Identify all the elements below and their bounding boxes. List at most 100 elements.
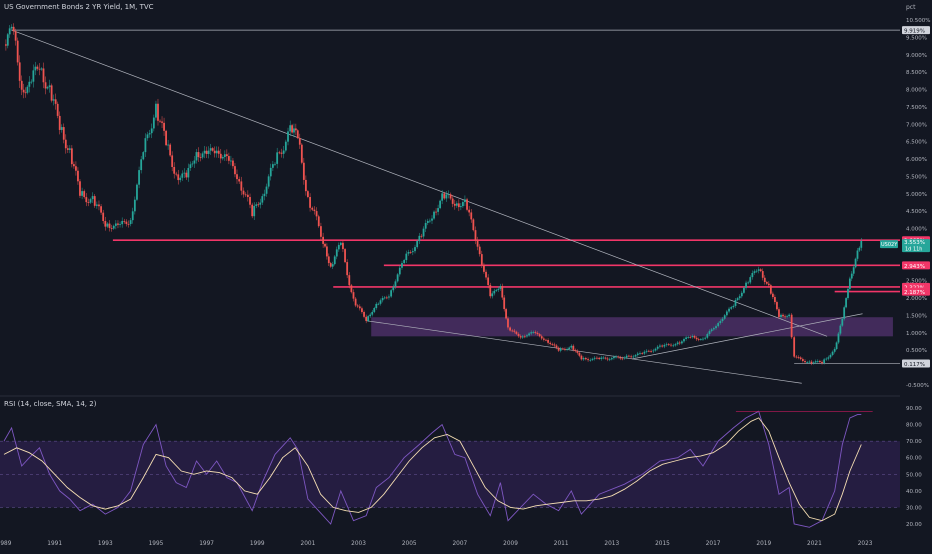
- candle-body: [98, 204, 100, 207]
- candle-body: [327, 256, 330, 264]
- candle-body: [455, 203, 458, 206]
- candle-body: [95, 204, 98, 206]
- candle-body: [87, 202, 90, 203]
- trendline-up: [632, 313, 863, 360]
- candle-body: [428, 220, 431, 222]
- rsi-line: [3, 410, 862, 528]
- candle-body: [291, 125, 293, 133]
- candle-body: [674, 344, 677, 346]
- candle-body: [521, 336, 524, 338]
- candle-body: [375, 303, 378, 308]
- candle-body: [472, 219, 475, 231]
- candle-body: [619, 357, 622, 359]
- candle-body: [267, 176, 270, 187]
- candle-body: [211, 148, 214, 151]
- candle-body: [255, 204, 258, 206]
- candle-body: [654, 348, 657, 351]
- candle-body: [534, 332, 537, 333]
- candle-body: [553, 344, 556, 346]
- time-tick-label: 2023: [858, 541, 873, 547]
- candle-body: [819, 361, 821, 362]
- candle-body: [765, 281, 768, 284]
- candle-body: [181, 173, 184, 178]
- candle-body: [175, 173, 178, 175]
- candle-body: [369, 314, 372, 317]
- candle-body: [728, 308, 730, 312]
- candle-body: [195, 152, 198, 161]
- candle-body: [367, 316, 370, 321]
- candle-body: [580, 355, 583, 360]
- candle-body: [331, 264, 334, 267]
- candle-body: [333, 256, 336, 265]
- candle-body: [497, 288, 500, 290]
- candle-body: [816, 361, 819, 362]
- candle-body: [426, 220, 429, 223]
- candle-body: [56, 103, 59, 116]
- candle-body: [650, 350, 652, 352]
- candle-body: [776, 302, 778, 310]
- candle-body: [358, 306, 361, 309]
- candle-body: [163, 122, 165, 131]
- current-price-countdown: 1d 11h: [905, 247, 922, 253]
- candle-body: [687, 336, 690, 338]
- candle-body: [230, 160, 232, 162]
- time-tick-label: 1991: [47, 541, 62, 547]
- candle-body: [568, 347, 571, 350]
- candle-body: [282, 150, 285, 154]
- candle-body: [643, 351, 646, 354]
- candle-body: [858, 247, 861, 251]
- candle-body: [511, 330, 514, 332]
- candle-body: [356, 305, 359, 307]
- candle-body: [732, 305, 735, 308]
- candle-body: [509, 327, 511, 331]
- candle-body: [352, 292, 355, 299]
- candle-body: [197, 152, 200, 158]
- time-tick-label: 2011: [554, 541, 569, 547]
- candle-body: [678, 342, 681, 344]
- candle-body: [350, 285, 353, 293]
- candle-body: [551, 343, 554, 345]
- candle-body: [34, 66, 37, 71]
- candle-body: [173, 167, 176, 174]
- candle-body: [100, 206, 102, 213]
- candle-body: [445, 194, 448, 199]
- rsi-tick-label: 40.00: [906, 489, 922, 495]
- candle-body: [621, 358, 624, 360]
- candle-body: [699, 339, 702, 340]
- candle-body: [379, 300, 382, 304]
- candle-body: [394, 281, 397, 287]
- current-price-value: 3.553%: [904, 240, 925, 246]
- candle-body: [545, 339, 547, 341]
- candle-body: [165, 130, 167, 146]
- candle-body: [672, 345, 675, 347]
- candle-body: [129, 220, 132, 225]
- candle-body: [58, 115, 61, 130]
- candle-body: [4, 44, 7, 46]
- candle-body: [48, 85, 51, 88]
- candle-body: [829, 354, 832, 358]
- candle-body: [536, 332, 539, 335]
- candle-body: [213, 150, 216, 154]
- candle-body: [10, 26, 13, 29]
- candle-body: [401, 263, 403, 268]
- candle-body: [841, 318, 844, 326]
- candle-body: [221, 157, 224, 159]
- candle-body: [532, 332, 535, 333]
- candle-body: [860, 240, 863, 248]
- candle-body: [827, 357, 830, 359]
- candle-body: [85, 197, 88, 203]
- price-tick-label: 7.500%: [906, 105, 927, 111]
- candle-body: [189, 164, 192, 169]
- candle-body: [278, 152, 281, 154]
- price-tick-label: 2.000%: [906, 296, 927, 302]
- candle-body: [18, 62, 21, 81]
- candle-body: [708, 331, 711, 335]
- candle-body: [645, 350, 648, 352]
- candle-body: [150, 128, 153, 134]
- candle-body: [403, 260, 406, 264]
- candle-body: [183, 172, 186, 174]
- candle-body: [786, 316, 788, 318]
- candle-body: [665, 344, 668, 346]
